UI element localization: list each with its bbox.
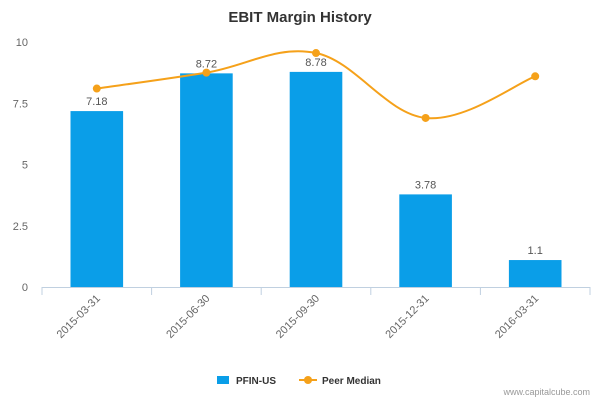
x-tick-label: 2016-03-31 [493,293,541,341]
bar-data-label: 8.72 [196,58,217,70]
bar-data-label: 7.18 [86,96,107,108]
x-axis: 2015-03-31 2015-06-30 2015-09-30 2015-12-31… [41,287,591,341]
x-tick-label: 2015-03-31 [55,293,103,341]
x-tick-label: 2015-12-31 [383,293,431,341]
peer-median-point-2016-03-31[interactable] [531,72,540,81]
bar-2015-12-31[interactable] [399,194,452,287]
bar-2015-09-30[interactable] [289,71,343,287]
y-tick-label: 5 [22,160,28,172]
bar-data-labels: 7.18 8.72 8.78 3.78 1.1 [86,57,543,257]
bar-data-label: 1.1 [528,245,543,257]
line-series [92,49,540,122]
legend-swatch-pfin[interactable] [217,376,229,384]
bar-data-label: 3.78 [415,179,436,191]
y-tick-label: 2.5 [13,221,28,233]
y-axis: 0 2.5 5 7.5 10 [13,37,28,294]
peer-median-point-2015-03-31[interactable] [92,84,101,93]
x-tick-label: 2015-09-30 [274,293,322,341]
peer-median-point-2015-06-30[interactable] [202,68,211,77]
chart-title: EBIT Margin History [228,9,372,26]
bar-2015-06-30[interactable] [180,73,233,287]
credit-text[interactable]: www.capitalcube.com [502,387,590,397]
legend-label-pfin[interactable]: PFIN-US [236,376,276,387]
x-tick-label: 2015-06-30 [164,293,212,341]
bar-2015-03-31[interactable] [70,111,124,287]
bar-series [70,71,562,287]
y-tick-label: 7.5 [13,98,28,110]
y-tick-label: 0 [22,282,28,294]
bar-2016-03-31[interactable] [508,260,562,287]
legend-label-peer-median[interactable]: Peer Median [322,376,381,387]
peer-median-point-2015-12-31[interactable] [421,113,430,122]
y-tick-label: 10 [16,37,28,49]
legend: PFIN-US Peer Median [217,376,381,387]
bar-data-label: 8.78 [305,57,326,69]
peer-median-point-2015-09-30[interactable] [312,49,320,58]
legend-swatch-peer-marker[interactable] [304,376,312,384]
